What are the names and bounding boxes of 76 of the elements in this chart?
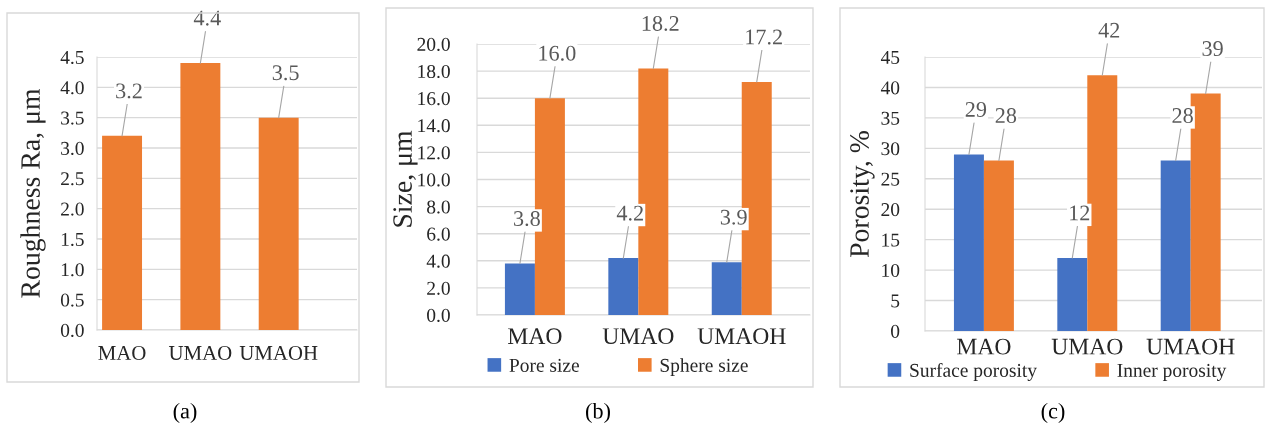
data-label: 42 [1098,22,1120,38]
data-label: 3.5 [272,65,299,81]
y-tick-label: 2.0 [427,281,450,295]
y-tick-label: 45 [880,50,900,64]
bar [504,263,535,315]
x-tick-label: UMAO [602,328,674,345]
y-tick-label: 6.0 [427,227,450,241]
bar [1087,75,1118,331]
y-tick-label: 10 [882,263,900,278]
legend-label: Sphere size [660,358,748,376]
x-tick-label: UMAO [1051,338,1123,355]
bar [1160,160,1191,331]
y-tick-label: 3.5 [61,111,84,125]
y-tick-label: 2.0 [61,202,84,216]
data-label: 28 [1172,108,1193,124]
x-tick-label: UMAO [168,345,232,360]
bar [102,135,143,330]
data-label: 17.2 [746,29,782,45]
bar [1057,257,1088,331]
y-tick-label: 16.0 [418,92,450,106]
data-label: 18.2 [642,15,679,31]
y-tick-label: 20.0 [417,37,450,52]
data-label: 16.0 [539,45,576,61]
y-tick-label: 12.0 [418,146,450,160]
text: (a) [173,402,197,424]
data-label: 28 [995,108,1017,124]
y-tick-label: 1.5 [61,232,84,247]
y-tick-label: 3.0 [61,141,84,156]
y-tick-label: 14.0 [418,119,450,133]
y-tick-label: 30 [881,142,900,156]
bar [608,258,639,315]
y-axis-title: Size, μm [393,130,418,227]
data-label: 12 [1070,205,1090,221]
y-tick-label: 0.0 [60,323,84,338]
x-tick-label: MAO [98,345,146,360]
text: (c) [1041,402,1065,424]
bar [983,160,1014,331]
y-tick-label: 2.5 [61,172,84,186]
y-axis-title: Roughness Ra, μm [20,88,46,298]
data-label: 4.2 [616,205,643,221]
data-label: 4.4 [193,10,221,26]
y-tick-label: 25 [881,172,900,186]
y-tick-label: 15 [882,233,900,247]
y-tick-label: 10.0 [418,173,450,187]
x-tick-label: UMAOH [697,328,786,345]
legend-label: Surface porosity [910,363,1037,381]
y-tick-label: 5 [891,294,900,308]
x-tick-label: UMAOH [239,345,318,360]
text: (b) [586,402,610,424]
data-label: 3.9 [720,209,747,225]
y-tick-label: 0.0 [427,308,450,323]
y-axis-title: Porosity, % [850,131,875,258]
bar [953,154,984,331]
data-label: 39 [1202,41,1223,57]
bar [711,262,742,315]
y-tick-label: 4.0 [60,81,84,95]
x-tick-label: UMAOH [1146,338,1235,355]
data-label: 3.8 [514,211,540,227]
legend-label: Pore size [509,358,579,372]
y-tick-label: 8.0 [427,200,450,214]
bar [180,63,221,330]
y-tick-label: 1.0 [61,263,84,277]
legend-label: Inner porosity [1117,363,1227,381]
x-tick-label: MAO [957,338,1011,355]
data-label: 29 [965,102,987,117]
y-tick-label: 4.5 [60,50,84,65]
x-tick-label: MAO [508,328,562,345]
y-tick-label: 0 [891,324,900,338]
y-tick-label: 35 [881,111,900,125]
y-tick-label: 18.0 [418,64,450,79]
y-tick-label: 0.5 [60,293,84,307]
y-tick-label: 20 [881,203,900,217]
y-tick-label: 4.0 [426,254,450,268]
y-tick-label: 40 [880,81,900,95]
data-label: 3.2 [116,83,142,99]
bar [258,117,299,330]
